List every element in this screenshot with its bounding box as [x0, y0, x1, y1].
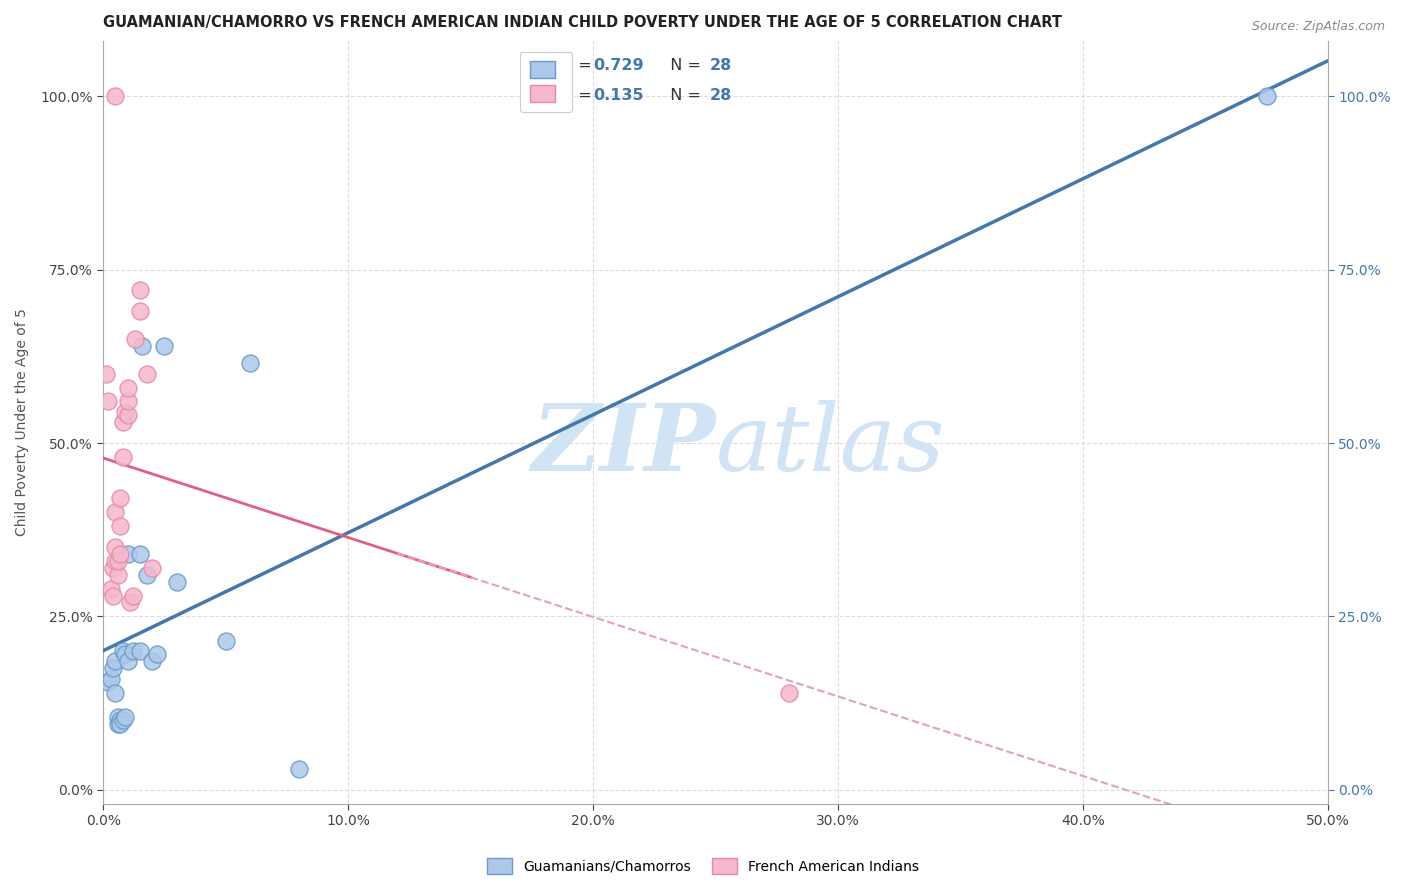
Point	[110, 491, 132, 506]
Point	[120, 595, 142, 609]
Point	[110, 716, 132, 731]
Point	[131, 339, 153, 353]
Text: N =: N =	[661, 58, 707, 72]
Text: 0.135: 0.135	[593, 88, 644, 103]
Point	[104, 540, 127, 554]
Point	[141, 561, 163, 575]
Point	[111, 644, 134, 658]
Point	[111, 415, 134, 429]
Y-axis label: Child Poverty Under the Age of 5: Child Poverty Under the Age of 5	[15, 309, 30, 536]
Point	[128, 304, 150, 318]
Legend: , : ,	[520, 52, 572, 112]
Point	[117, 380, 139, 394]
Point	[121, 589, 143, 603]
Point	[166, 574, 188, 589]
Point	[111, 714, 134, 728]
Point	[141, 654, 163, 668]
Point	[100, 582, 122, 596]
Point	[778, 685, 800, 699]
Point	[214, 633, 236, 648]
Point	[114, 648, 136, 662]
Point	[136, 567, 159, 582]
Point	[104, 554, 127, 568]
Legend: Guamanians/Chamorros, French American Indians: Guamanians/Chamorros, French American In…	[481, 852, 925, 880]
Point	[117, 409, 139, 423]
Point	[288, 762, 311, 776]
Point	[114, 405, 136, 419]
Point	[111, 450, 134, 464]
Point	[146, 648, 169, 662]
Point	[117, 654, 139, 668]
Point	[101, 661, 124, 675]
Point	[107, 716, 129, 731]
Point	[97, 394, 120, 409]
Point	[128, 547, 150, 561]
Point	[117, 547, 139, 561]
Point	[104, 685, 127, 699]
Point	[107, 710, 129, 724]
Point	[110, 519, 132, 533]
Text: 28: 28	[710, 88, 731, 103]
Point	[117, 394, 139, 409]
Text: Source: ZipAtlas.com: Source: ZipAtlas.com	[1251, 20, 1385, 33]
Point	[110, 547, 132, 561]
Point	[107, 567, 129, 582]
Point	[107, 554, 129, 568]
Point	[100, 672, 122, 686]
Point	[124, 332, 146, 346]
Text: ZIP: ZIP	[531, 401, 716, 490]
Point	[101, 561, 124, 575]
Point	[153, 339, 176, 353]
Point	[104, 654, 127, 668]
Text: R =: R =	[562, 58, 598, 72]
Point	[121, 644, 143, 658]
Point	[101, 589, 124, 603]
Text: 0.729: 0.729	[593, 58, 644, 72]
Point	[110, 714, 132, 728]
Point	[1256, 89, 1278, 103]
Text: N =: N =	[661, 88, 707, 103]
Text: atlas: atlas	[716, 401, 945, 490]
Text: GUAMANIAN/CHAMORRO VS FRENCH AMERICAN INDIAN CHILD POVERTY UNDER THE AGE OF 5 CO: GUAMANIAN/CHAMORRO VS FRENCH AMERICAN IN…	[103, 15, 1062, 30]
Point	[97, 675, 120, 690]
Point	[128, 644, 150, 658]
Text: R =: R =	[562, 88, 598, 103]
Text: 28: 28	[710, 58, 731, 72]
Point	[136, 367, 159, 381]
Point	[114, 710, 136, 724]
Point	[94, 367, 117, 381]
Point	[239, 356, 262, 370]
Point	[128, 284, 150, 298]
Point	[104, 505, 127, 519]
Point	[104, 89, 127, 103]
